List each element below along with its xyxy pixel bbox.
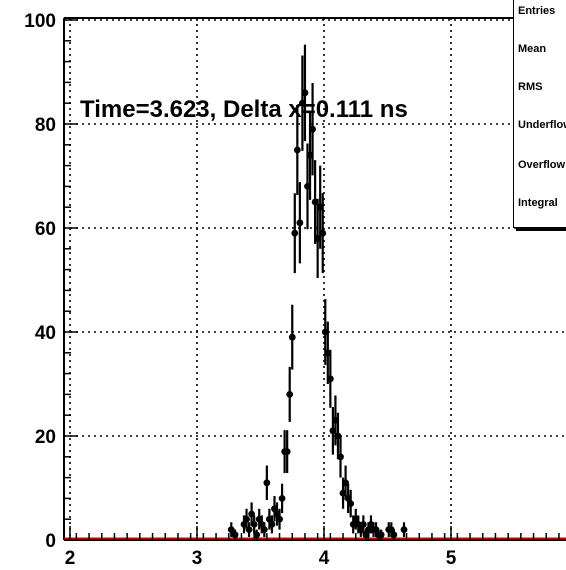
data-marker — [276, 515, 283, 523]
data-marker — [243, 515, 250, 523]
data-marker — [268, 521, 276, 528]
data-point — [319, 193, 327, 274]
x-tick-label: 5 — [446, 548, 457, 569]
y-tick-label: 0 — [45, 531, 56, 552]
x-tick-label: 3 — [192, 548, 203, 569]
data-points — [227, 44, 408, 540]
data-marker — [286, 391, 294, 398]
data-marker — [245, 526, 253, 533]
data-point — [359, 515, 367, 534]
x-tick-label: 4 — [319, 548, 330, 569]
data-marker — [278, 495, 286, 502]
stats-box: Entries Mean RMS Underflow Overflow Inte… — [513, 0, 566, 228]
data-marker — [227, 526, 235, 533]
data-marker — [326, 375, 334, 383]
data-marker — [288, 333, 296, 341]
data-point — [291, 193, 299, 274]
data-marker — [291, 229, 299, 237]
data-point — [296, 182, 304, 264]
data-point — [231, 529, 239, 540]
data-marker — [309, 125, 316, 133]
data-marker — [400, 526, 408, 533]
stats-mean-label: Mean — [518, 43, 547, 55]
data-point — [286, 366, 294, 422]
data-marker — [301, 89, 309, 97]
stats-integral-label: Integral — [518, 197, 558, 209]
data-point — [293, 104, 301, 196]
data-marker — [263, 479, 271, 487]
data-point — [245, 522, 253, 537]
y-tick-label: 80 — [35, 115, 56, 136]
annotation-text: Time=3.623, Delta x=0.111 ns — [80, 96, 408, 123]
stats-entries-label: Entries — [518, 5, 556, 17]
data-point — [337, 436, 344, 478]
stats-underflow-label: Underflow — [518, 119, 566, 131]
data-point — [390, 529, 398, 540]
data-marker — [377, 531, 385, 539]
y-tick-label: 40 — [35, 323, 56, 344]
data-point — [326, 349, 334, 408]
data-point — [250, 515, 258, 534]
data-point — [283, 430, 291, 474]
data-point — [260, 522, 268, 537]
data-marker — [253, 531, 261, 539]
data-marker — [293, 146, 301, 154]
stats-overflow-label: Overflow — [518, 159, 566, 171]
data-marker — [337, 453, 344, 461]
data-point — [253, 529, 261, 540]
data-marker — [319, 229, 327, 237]
data-point — [276, 508, 283, 530]
data-marker — [359, 521, 367, 528]
data-marker — [390, 531, 398, 539]
y-tick-label: 60 — [35, 219, 56, 240]
data-point — [347, 489, 355, 518]
stats-rms-label: RMS — [518, 81, 543, 93]
tick-labels: 0 20 40 60 80 100 2 3 4 5 — [24, 11, 456, 569]
data-point — [288, 304, 296, 370]
data-point — [263, 465, 271, 501]
data-point — [278, 483, 286, 514]
data-point — [377, 529, 385, 540]
data-marker — [250, 521, 258, 528]
x-tick-label: 2 — [65, 548, 76, 569]
axes — [63, 17, 566, 541]
data-marker — [347, 500, 355, 507]
data-point — [309, 82, 316, 176]
data-point — [268, 515, 276, 534]
data-point — [227, 522, 235, 537]
data-marker — [260, 526, 268, 533]
data-marker — [296, 219, 304, 227]
y-tick-label: 100 — [24, 11, 56, 32]
data-marker — [231, 531, 239, 539]
data-point — [243, 508, 250, 530]
data-point — [400, 522, 408, 537]
data-marker — [283, 448, 291, 455]
data-point — [301, 44, 309, 142]
y-tick-label: 20 — [35, 427, 56, 448]
